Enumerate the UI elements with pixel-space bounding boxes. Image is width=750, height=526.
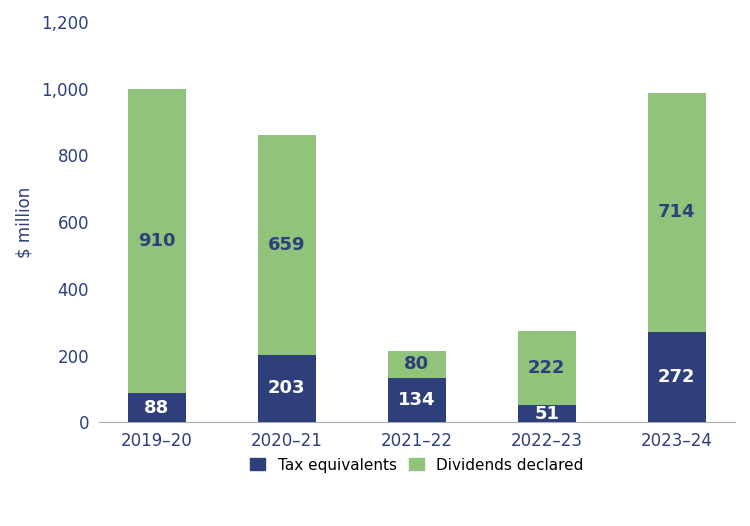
Text: 910: 910	[138, 232, 176, 250]
Legend: Tax equivalents, Dividends declared: Tax equivalents, Dividends declared	[244, 451, 590, 479]
Bar	[257, 355, 316, 422]
Y-axis label: $ million: $ million	[15, 187, 33, 258]
Text: 134: 134	[398, 391, 436, 409]
Bar	[128, 89, 186, 393]
Text: 272: 272	[658, 368, 695, 386]
Bar	[388, 351, 446, 378]
Bar	[647, 94, 706, 331]
Bar	[128, 393, 186, 422]
Text: 203: 203	[268, 379, 305, 398]
Text: 51: 51	[534, 405, 560, 423]
Text: 88: 88	[144, 399, 170, 417]
Bar	[257, 135, 316, 355]
Text: 80: 80	[404, 355, 430, 373]
Bar	[518, 331, 576, 405]
Bar	[647, 331, 706, 422]
Bar	[388, 378, 446, 422]
Bar	[518, 405, 576, 422]
Text: 714: 714	[658, 204, 695, 221]
Text: 659: 659	[268, 236, 305, 254]
Text: 222: 222	[528, 359, 566, 377]
